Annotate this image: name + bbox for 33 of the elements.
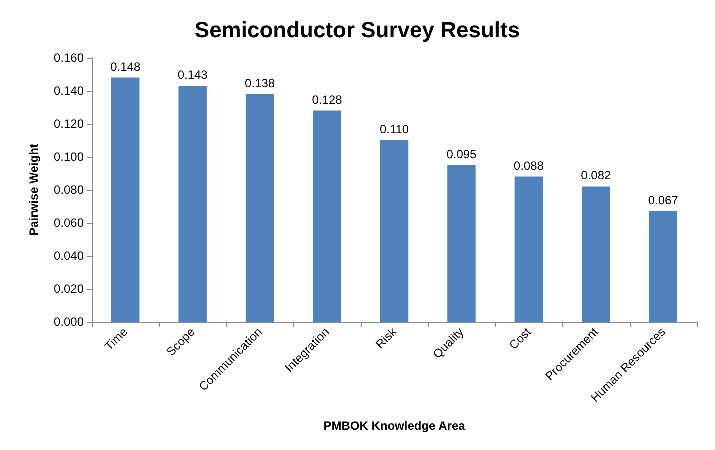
- y-tick-label: 0.120: [54, 117, 84, 131]
- y-tick-label: 0.140: [54, 84, 84, 98]
- y-tick-label: 0.080: [54, 183, 84, 197]
- bar: [649, 211, 678, 322]
- data-label: 0.088: [514, 158, 544, 173]
- data-label: 0.143: [178, 68, 208, 82]
- data-label: 0.067: [648, 193, 679, 208]
- y-tick-label: 0.100: [54, 150, 84, 164]
- y-tick-label: 0.160: [54, 51, 84, 65]
- chart-title: Semiconductor Survey Results: [194, 18, 520, 42]
- data-label: 0.082: [581, 168, 612, 183]
- data-label: 0.110: [380, 122, 410, 136]
- bar: [246, 94, 274, 322]
- y-axis-title: Pairwise Weight: [27, 144, 41, 236]
- bar: [514, 176, 544, 322]
- bar: [380, 140, 409, 322]
- data-label: 0.148: [110, 60, 141, 74]
- x-tick-label: Time: [102, 324, 131, 354]
- bar: [313, 110, 342, 322]
- y-tick-label: 0.060: [54, 216, 84, 230]
- data-label: 0.138: [245, 76, 276, 90]
- bar: [582, 186, 610, 322]
- x-axis-title: PMBOK Knowledge Area: [324, 419, 466, 433]
- data-label: 0.128: [312, 92, 343, 107]
- bar: [178, 86, 207, 322]
- y-tick-label: 0.020: [54, 282, 84, 296]
- x-tick-label: Risk: [373, 324, 400, 352]
- y-tick-label: 0.040: [54, 249, 84, 263]
- x-tick-label: Cost: [506, 324, 534, 352]
- y-tick-label: 0.000: [54, 315, 84, 329]
- bar: [111, 78, 140, 322]
- bar: [448, 165, 476, 322]
- data-label: 0.095: [446, 147, 478, 162]
